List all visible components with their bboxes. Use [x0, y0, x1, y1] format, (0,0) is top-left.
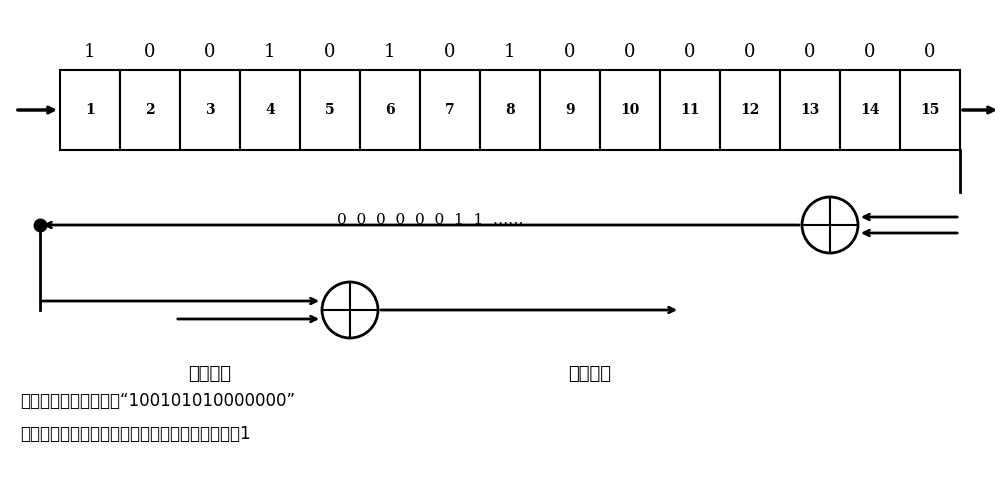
Text: 0: 0	[684, 43, 696, 61]
Text: 14: 14	[860, 103, 880, 117]
Bar	[540, 70, 600, 150]
Text: 0: 0	[924, 43, 936, 61]
Bar	[300, 70, 360, 150]
Text: 4: 4	[265, 103, 275, 117]
Text: 11: 11	[680, 103, 700, 117]
Text: 2: 2	[145, 103, 155, 117]
Text: 10: 10	[620, 103, 640, 117]
Text: 12: 12	[740, 103, 760, 117]
Text: 0: 0	[444, 43, 456, 61]
Text: 7: 7	[445, 103, 455, 117]
Bar	[60, 70, 120, 150]
Text: 13: 13	[800, 103, 820, 117]
Text: 0: 0	[204, 43, 216, 61]
Text: 0: 0	[864, 43, 876, 61]
Bar	[360, 70, 420, 150]
Circle shape	[322, 282, 378, 338]
Text: 数据输出: 数据输出	[568, 365, 612, 383]
Text: 8: 8	[505, 103, 515, 117]
Text: 15: 15	[920, 103, 940, 117]
Text: 其中最左边的比特对应数据的低位，即移位寄存器1: 其中最左边的比特对应数据的低位，即移位寄存器1	[20, 425, 251, 443]
Bar	[840, 70, 900, 150]
Text: 1: 1	[384, 43, 396, 61]
Bar	[240, 70, 300, 150]
Text: 1: 1	[504, 43, 516, 61]
Text: 1: 1	[85, 103, 95, 117]
Text: 0: 0	[744, 43, 756, 61]
Text: 9: 9	[565, 103, 575, 117]
Bar	[660, 70, 720, 150]
Bar	[120, 70, 180, 150]
Text: 0: 0	[564, 43, 576, 61]
Text: 0: 0	[624, 43, 636, 61]
Bar	[420, 70, 480, 150]
Text: 1: 1	[264, 43, 276, 61]
Text: 5: 5	[325, 103, 335, 117]
Bar	[600, 70, 660, 150]
Bar	[900, 70, 960, 150]
Text: 0: 0	[144, 43, 156, 61]
Bar	[480, 70, 540, 150]
Bar	[720, 70, 780, 150]
Text: 单数据源：初始状态为“100101010000000”: 单数据源：初始状态为“100101010000000”	[20, 392, 295, 410]
Text: 0: 0	[804, 43, 816, 61]
Bar	[180, 70, 240, 150]
Text: 3: 3	[205, 103, 215, 117]
Text: 数据输入: 数据输入	[188, 365, 232, 383]
Text: 1: 1	[84, 43, 96, 61]
Text: 0  0  0  0  0  0  1  1  ……: 0 0 0 0 0 0 1 1 ……	[337, 213, 523, 227]
Text: 6: 6	[385, 103, 395, 117]
Bar	[780, 70, 840, 150]
Text: 0: 0	[324, 43, 336, 61]
Circle shape	[802, 197, 858, 253]
